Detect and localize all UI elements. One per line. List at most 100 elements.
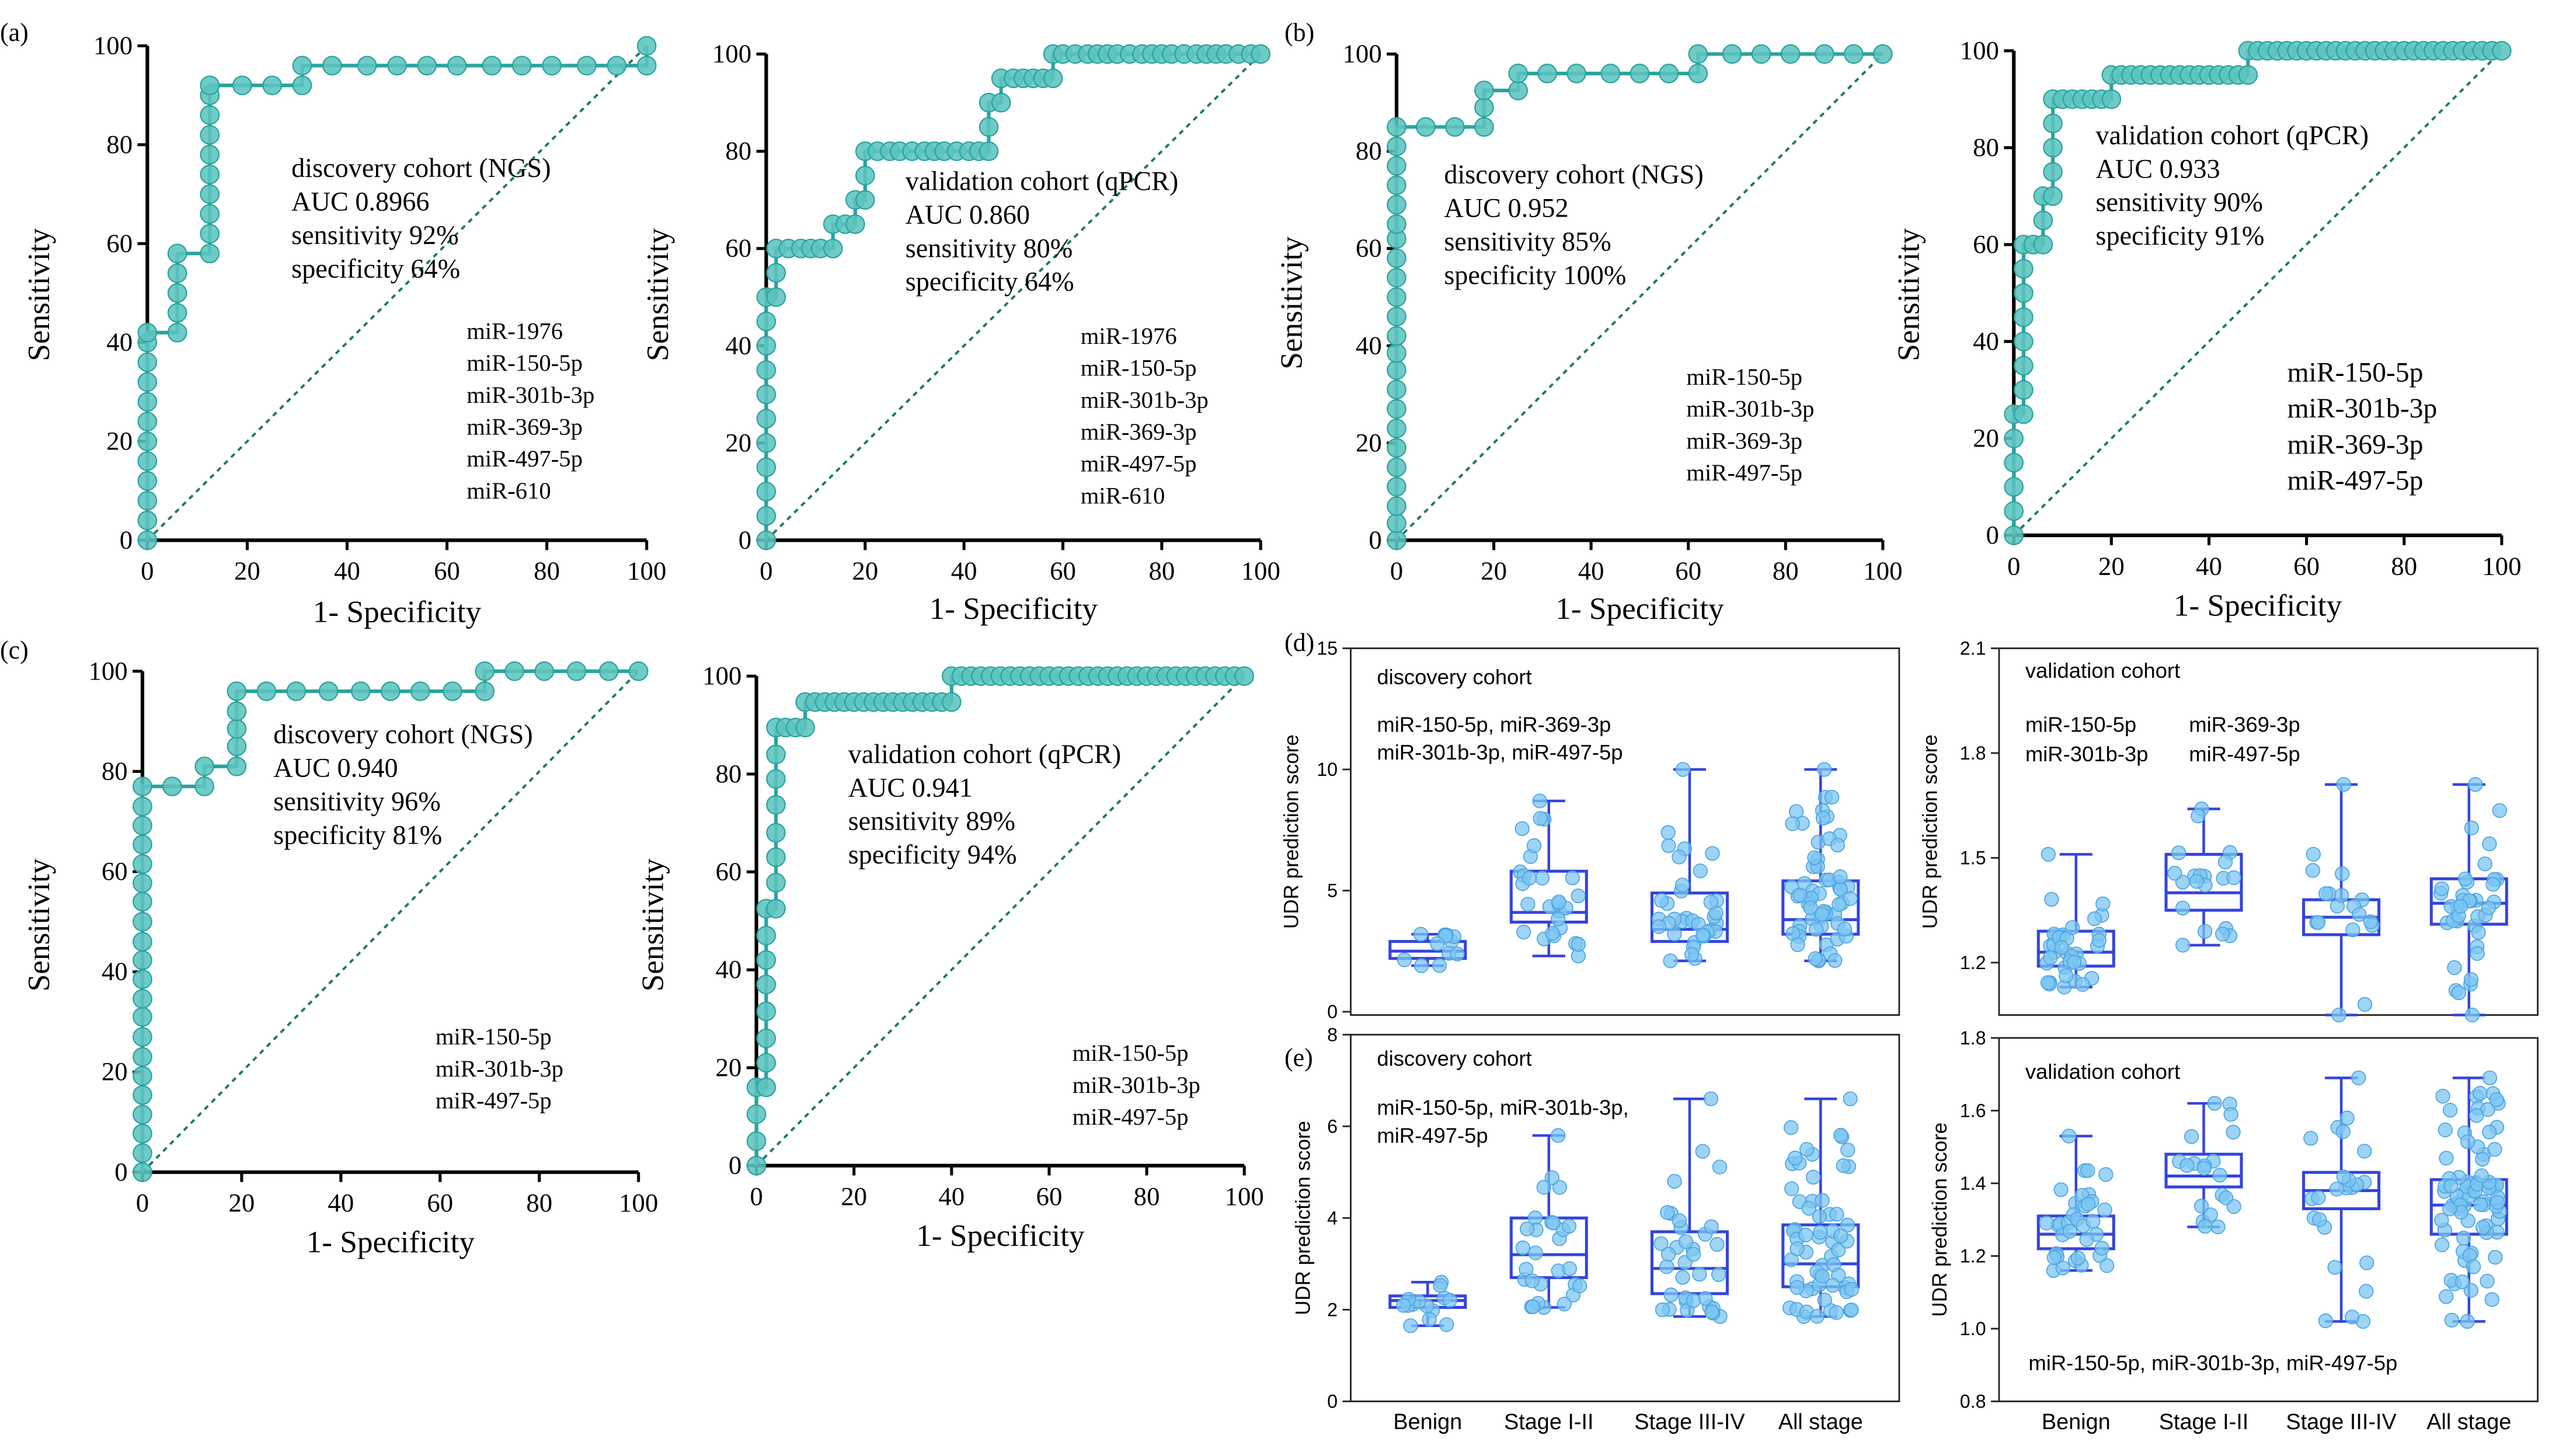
roc-point	[1387, 438, 1406, 458]
roc-point	[133, 873, 152, 893]
roc-point	[1387, 379, 1406, 400]
roc-point	[200, 164, 220, 184]
y-axis-label: UDR prediction score	[1919, 734, 1941, 929]
roc-point	[746, 1131, 767, 1151]
data-point	[2079, 1232, 2094, 1247]
x-tick-label: 80	[1148, 556, 1175, 586]
roc-point	[133, 1143, 152, 1164]
box-iqr	[2164, 852, 2243, 912]
roc-point	[133, 1162, 152, 1182]
data-point	[2184, 1129, 2199, 1144]
data-point	[1789, 1280, 1805, 1295]
data-point	[2310, 915, 2326, 930]
roc-annotation-line: validation cohort (qPCR)	[848, 740, 1122, 769]
data-point	[1693, 863, 1708, 879]
data-point	[2087, 911, 2102, 926]
roc-point	[137, 431, 158, 451]
data-point	[2485, 877, 2501, 892]
roc-annotation-line: sensitivity 92%	[291, 221, 459, 250]
roc-c1: 0 20 40 60 80 100 0 20 40 60 80 100 1- Specificity Se…	[22, 656, 658, 1259]
y-tick-label: 80	[106, 130, 133, 159]
data-point	[1836, 1158, 1851, 1173]
roc-annotation-line: sensitivity 89%	[848, 807, 1016, 837]
roc-point	[351, 681, 371, 701]
data-point	[2054, 940, 2069, 955]
data-point	[1801, 1201, 1816, 1216]
roc-point	[133, 1105, 152, 1124]
data-point	[1790, 937, 1805, 952]
roc-point	[227, 719, 247, 739]
data-point	[1813, 1225, 1828, 1240]
roc-point	[137, 471, 158, 491]
roc-a1: 0 20 40 60 80 100 0 20 40 60 80 100 1- Specificity Se…	[22, 31, 666, 629]
data-point	[1561, 1218, 1577, 1234]
data-point	[2171, 845, 2187, 861]
roc-point	[133, 891, 152, 912]
data-point	[2477, 856, 2492, 872]
x-tick-label: 80	[526, 1188, 552, 1217]
x-tick-label: 60	[1036, 1182, 1063, 1211]
roc-point	[194, 756, 215, 776]
data-point	[2080, 1163, 2095, 1178]
roc-point	[1387, 156, 1406, 176]
data-point	[1809, 922, 1824, 937]
y-tick-label: 0	[1986, 520, 1999, 549]
data-point	[1783, 1120, 1799, 1135]
y-tick-label: 0	[1327, 1391, 1338, 1412]
data-point	[2197, 924, 2213, 939]
roc-point	[636, 55, 657, 76]
panel-label-c: (c)	[0, 636, 29, 664]
mirna-label: miR-150-5p	[1686, 364, 1802, 390]
y-tick-label: 80	[1356, 136, 1382, 165]
data-point	[1827, 953, 1843, 968]
y-tick-label: 40	[106, 328, 133, 357]
roc-annotation-line: discovery cohort (NGS)	[291, 154, 551, 183]
data-point	[2189, 874, 2204, 889]
data-point	[2476, 1220, 2491, 1235]
mirna-note: miR-150-5p, miR-301b-3p, miR-497-5p	[2028, 1351, 2397, 1375]
mirna-label: miR-301b-3p	[466, 382, 594, 408]
roc-b2: 0 20 40 60 80 100 0 20 40 60 80 100 1- Specificity Se…	[1892, 36, 2522, 622]
category-label: Stage III-IV	[2286, 1410, 2397, 1434]
data-point	[2451, 985, 2466, 1001]
y-axis-label: Sensitivity	[1892, 228, 1926, 361]
roc-point	[200, 204, 220, 224]
mirna-label: miR-369-3p	[466, 414, 583, 440]
roc-point	[2043, 138, 2063, 158]
category-label: Stage I-II	[2159, 1410, 2249, 1434]
x-tick-label: 100	[1863, 556, 1902, 586]
data-point	[1686, 1293, 1701, 1308]
data-point	[1432, 958, 1447, 973]
x-tick-label: 20	[852, 556, 878, 586]
data-point	[2359, 1284, 2374, 1299]
data-point	[1815, 1193, 1830, 1208]
y-tick-label: 60	[106, 228, 133, 257]
data-point	[1522, 870, 1537, 886]
roc-point	[292, 55, 312, 76]
data-point	[1789, 1241, 1805, 1256]
data-point	[2334, 888, 2349, 903]
x-tick-label: 80	[1134, 1182, 1160, 1211]
roc-point	[133, 776, 152, 796]
y-axis-label: UDR prediction score	[1291, 1121, 1314, 1315]
x-axis-label: 1- Specificity	[1555, 591, 1724, 626]
roc-point	[162, 776, 182, 796]
roc-point	[845, 214, 865, 234]
data-point	[2053, 1182, 2069, 1197]
roc-point	[200, 224, 220, 244]
data-point	[2352, 907, 2367, 922]
data-point	[1704, 1219, 1719, 1234]
diagonal-reference-line	[765, 53, 1262, 541]
data-point	[2336, 777, 2351, 792]
roc-point	[534, 661, 555, 681]
data-point	[1533, 811, 1548, 826]
data-point	[2327, 1260, 2342, 1275]
roc-point	[137, 530, 158, 551]
diagonal-reference-line	[1395, 53, 1884, 541]
panel-label-b: (b)	[1284, 18, 1314, 47]
data-point	[1703, 1091, 1719, 1106]
category-label: Stage I-II	[1504, 1410, 1594, 1434]
data-point	[1825, 789, 1840, 805]
data-point	[1397, 952, 1412, 967]
roc-point	[133, 911, 152, 932]
